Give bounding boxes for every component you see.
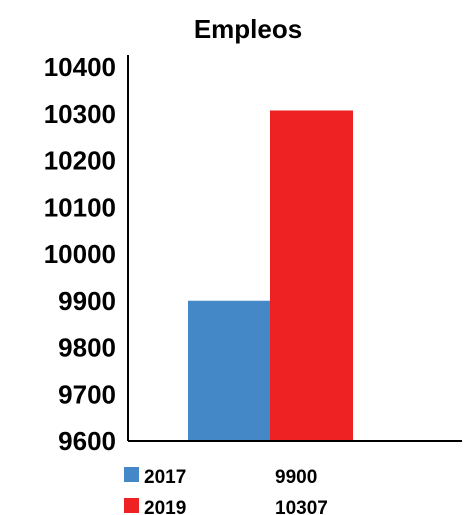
y-tick-label: 10200 — [44, 146, 116, 176]
y-tick-label: 9700 — [58, 379, 116, 409]
y-tick-label: 10100 — [44, 192, 116, 222]
y-tick-labels: 9600 9700 9800 9900 10000 10100 10200 10300 1040… — [44, 52, 116, 456]
legend-key-2017 — [124, 467, 139, 482]
bar-2019 — [270, 110, 353, 441]
data-value-label: 10307 — [275, 498, 328, 515]
chart-title: Empleos — [194, 14, 302, 44]
data-value-label: 9900 — [275, 467, 317, 488]
bar-2017 — [188, 300, 271, 441]
data-table: 2017 9900 2019 10307 — [124, 467, 328, 515]
legend-label: 2017 — [144, 467, 186, 488]
y-tick-label: 9600 — [58, 426, 116, 456]
y-axis: 9600 9700 9800 9900 10000 10100 10200 10300 1040… — [44, 52, 129, 456]
y-tick-label: 10000 — [44, 239, 116, 269]
y-tick-label: 10400 — [44, 52, 116, 82]
bars — [188, 110, 353, 441]
legend-label: 2019 — [144, 498, 186, 515]
y-tick-label: 9800 — [58, 333, 116, 363]
legend-key-2019 — [124, 498, 139, 513]
y-tick-label: 10300 — [44, 99, 116, 129]
y-tick-label: 9900 — [58, 286, 116, 316]
